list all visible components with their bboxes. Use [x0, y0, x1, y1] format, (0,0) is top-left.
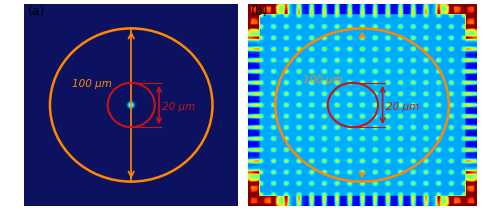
- Text: 100 μm: 100 μm: [303, 75, 343, 85]
- Text: 20 μm: 20 μm: [386, 102, 419, 112]
- Text: (b): (b): [251, 5, 269, 18]
- Text: 100 μm: 100 μm: [72, 79, 112, 89]
- Text: 20 μm: 20 μm: [162, 102, 195, 112]
- Text: (a): (a): [28, 5, 45, 18]
